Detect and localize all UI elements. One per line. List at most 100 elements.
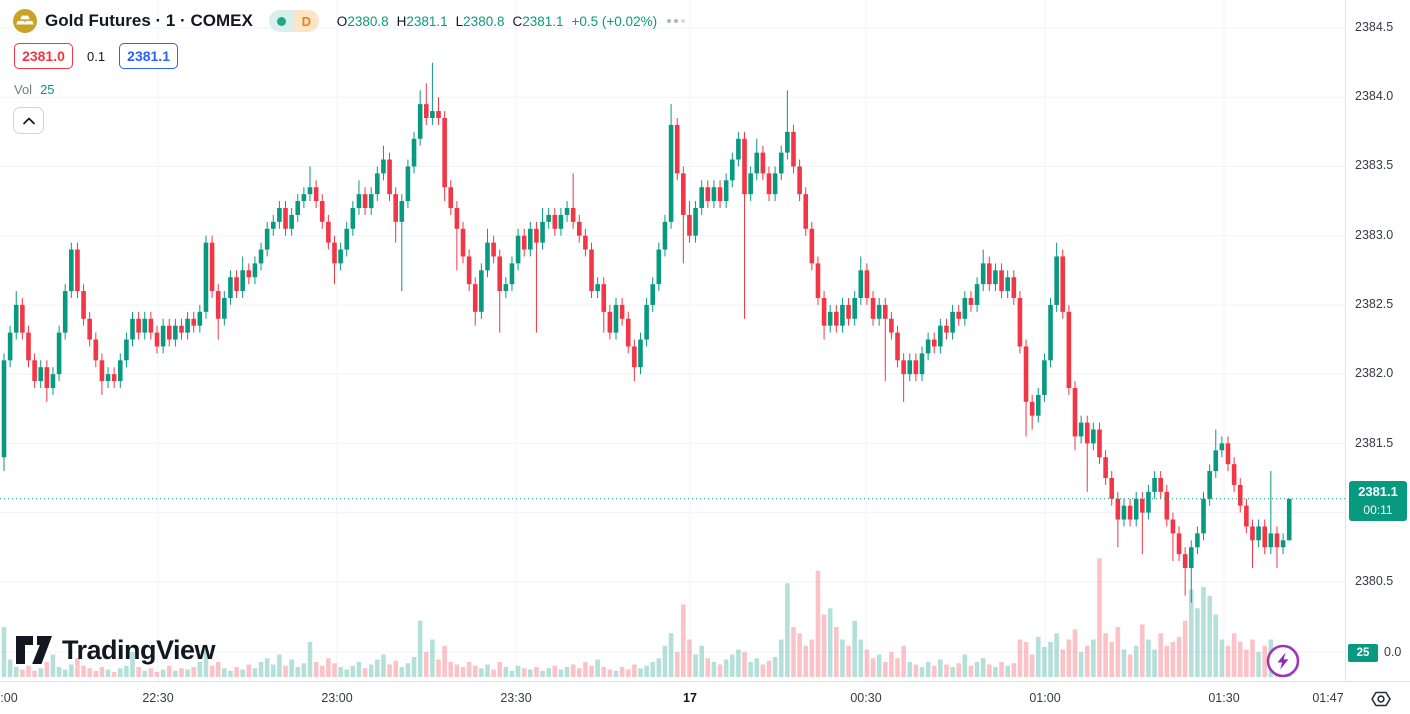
volume-bar <box>283 665 288 677</box>
buy-button[interactable]: 2381.1 <box>119 43 179 69</box>
volume-bar <box>540 670 545 677</box>
time-axis-label: 01:00 <box>1029 691 1061 705</box>
volume-bar <box>974 662 980 677</box>
volume-bar <box>772 657 778 677</box>
volume-bar <box>613 670 619 677</box>
volume-bar <box>503 667 509 677</box>
volume-bar <box>1244 649 1249 677</box>
candle-body <box>1133 498 1139 520</box>
volume-bar <box>1146 639 1151 677</box>
candle-body <box>1268 533 1274 548</box>
volume-bar <box>332 663 337 677</box>
volume-bar <box>870 658 876 677</box>
volume-bar <box>130 652 135 677</box>
candle-body <box>56 332 62 375</box>
candle-body <box>907 360 913 375</box>
volume-bar <box>1029 654 1035 677</box>
candle-body <box>1195 533 1200 548</box>
collapse-panel-button[interactable] <box>13 107 44 134</box>
candle-body <box>534 228 539 243</box>
tradingview-logo[interactable]: TradingView <box>15 634 216 666</box>
candle-body <box>1164 491 1170 520</box>
candle-body <box>160 325 166 347</box>
flash-button[interactable] <box>1265 643 1301 679</box>
candle-body <box>656 249 662 285</box>
volume-bar <box>289 659 294 677</box>
volume-bar <box>1121 649 1127 677</box>
volume-bar <box>1140 624 1145 677</box>
candle-body <box>491 242 496 257</box>
candle-body <box>1176 533 1182 555</box>
candle-body <box>130 318 135 340</box>
candle-body <box>154 332 160 347</box>
time-axis[interactable]: :00 22:30 23:00 23:30 17 00:30 01:00 01:30 01:47 <box>0 681 1410 714</box>
candle-body <box>1188 547 1194 568</box>
candle-body <box>142 318 148 333</box>
volume-bar <box>1097 558 1102 677</box>
candle-body <box>7 332 13 361</box>
symbol-title[interactable]: Gold Futures · 1 · COMEX <box>45 11 253 30</box>
candle-body <box>338 249 343 264</box>
volume-bar <box>950 667 955 677</box>
candle-body <box>313 187 319 202</box>
volume-bar <box>754 658 760 677</box>
scale-settings-icon[interactable] <box>1368 689 1394 709</box>
volume-bar <box>1262 645 1268 677</box>
candle-body <box>1207 471 1212 499</box>
candle-body <box>1170 519 1176 534</box>
candle-body <box>124 339 129 361</box>
volume-bar <box>681 604 686 677</box>
volume-bar <box>160 669 166 677</box>
volume-bar <box>50 654 56 677</box>
volume-bar <box>901 645 906 677</box>
volume-indicator-legend[interactable]: Vol 25 <box>14 82 55 97</box>
price-axis[interactable]: 2381.1 00:11 25 0.0 2384.5 2384.0 2383.5 23… <box>1345 0 1410 681</box>
candle-body <box>681 173 686 215</box>
volume-bar <box>705 658 711 677</box>
close-label: C <box>512 13 523 29</box>
volume-bar <box>711 662 717 677</box>
candle-body <box>919 353 925 375</box>
chart-pane[interactable] <box>0 0 1345 681</box>
sell-button[interactable]: 2381.0 <box>14 43 73 69</box>
volume-bar <box>430 639 435 677</box>
candle-body <box>552 214 558 229</box>
price-chart-svg[interactable] <box>0 0 1345 681</box>
candle-body <box>454 207 460 229</box>
volume-label: Vol <box>14 82 33 97</box>
volume-bar <box>234 667 239 677</box>
candle-body <box>301 194 307 202</box>
time-axis-label: 23:30 <box>500 691 532 705</box>
candle-body <box>1072 387 1078 437</box>
volume-bar <box>154 672 160 677</box>
candle-body <box>601 284 607 312</box>
interval-status-pill[interactable]: D <box>268 10 319 32</box>
volume-bar <box>1201 587 1206 677</box>
candle-body <box>1048 304 1053 361</box>
candle-body <box>931 339 937 347</box>
volume-bar <box>1091 639 1096 677</box>
candle-body <box>821 297 827 326</box>
volume-bar <box>93 670 99 677</box>
candle-body <box>430 111 435 118</box>
volume-bar <box>809 639 815 677</box>
candle-body <box>1115 498 1121 520</box>
chevron-up-icon <box>22 117 35 125</box>
candle-body <box>650 284 656 305</box>
candle-body <box>1231 464 1237 485</box>
volume-bar <box>736 649 741 677</box>
candle-body <box>319 201 325 222</box>
candle-body <box>479 270 484 312</box>
volume-bar <box>1188 589 1194 677</box>
candle-body <box>809 228 815 264</box>
candle-body <box>895 332 900 361</box>
volume-bar <box>75 658 80 677</box>
candle-body <box>521 235 527 250</box>
legend-more-icon[interactable] <box>667 19 688 23</box>
high-value: 2381.1 <box>406 13 448 29</box>
candle-body <box>209 242 215 292</box>
volume-bar <box>185 669 190 677</box>
volume-bar <box>32 670 37 677</box>
candle-body <box>723 180 729 202</box>
volume-bar <box>1035 637 1041 677</box>
